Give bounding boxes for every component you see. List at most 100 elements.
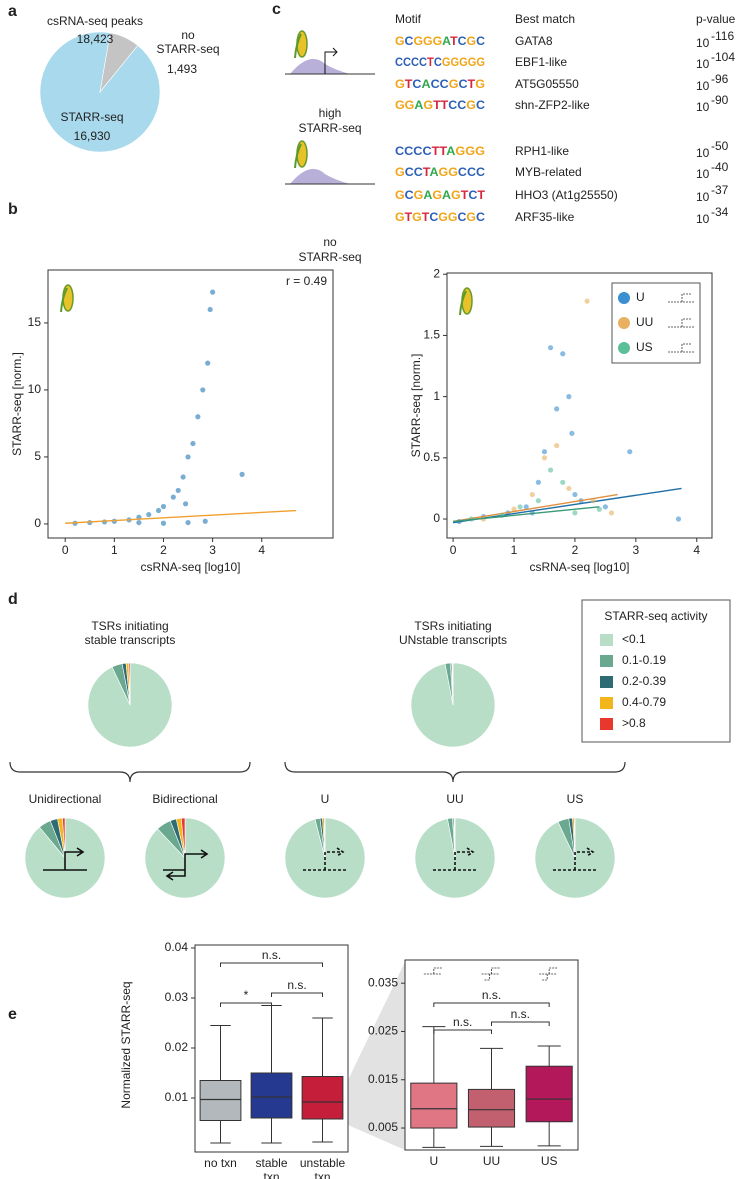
point [572,510,578,516]
sig-bracket [433,1002,550,1007]
tss-schematic [43,847,87,871]
pie-title: UU [446,792,463,806]
legend-label: 0.4-0.79 [622,695,666,709]
p-value-exponent: -34 [711,205,729,219]
legend-schematic [668,343,694,353]
y-tick-label: 1.5 [423,328,440,342]
legend-swatch [600,634,613,646]
x-tick-label: 3 [633,543,640,557]
legend-title: STARR-seq activity [604,609,707,623]
p-value-exponent: -90 [711,93,729,107]
p-value-base: 10 [696,190,710,204]
table-header: p-value [696,12,736,26]
pie-title: csRNA-seq peaks [47,14,143,28]
pie-title: Unidirectional [29,792,102,806]
p-value-exponent: -40 [711,160,729,174]
plot-frame [446,272,713,539]
point [541,455,548,461]
point [560,351,566,357]
group-label-top: high [319,106,342,120]
point [566,485,572,492]
point [560,479,566,485]
point [170,494,176,500]
x-tick-label: no txn [204,1156,237,1170]
tss-schematic [481,967,500,981]
y-tick-label: 15 [28,315,42,329]
peak-shape [290,168,350,184]
box [525,1065,573,1123]
sig-label: n.s. [482,988,501,1002]
sig-bracket [433,1029,492,1034]
legend-swatch [600,718,613,730]
legend-schematic [668,293,694,303]
slice-value: 1,493 [167,62,197,76]
tss-schematic [163,849,209,881]
point [182,501,189,507]
x-tick-label: stable txn [255,1156,287,1179]
legend-swatch [618,317,630,329]
point [675,516,682,522]
point [535,498,541,504]
y-tick-label: 0.005 [368,1120,398,1134]
sig-bracket [491,1021,550,1026]
point [547,345,554,351]
point [572,491,578,498]
sig-label: n.s. [262,948,281,962]
point [210,289,216,295]
box [199,1080,242,1121]
panel-label: d [8,591,18,608]
pie-slice [99,32,139,94]
point [239,471,245,477]
legend-swatch [600,697,613,709]
point [207,306,213,313]
x-tick-label: 2 [572,543,579,557]
tss-arrow [324,47,338,74]
maize-icon [296,140,308,168]
y-tick-label: 2 [433,266,440,280]
motif-logo: GCGAGAGTCT [395,188,486,202]
group-label-top: no [323,235,337,249]
y-tick-label: 5 [34,449,41,463]
y-tick-label: 0 [433,511,440,525]
maize-leaf [459,290,467,316]
point [511,506,517,512]
box [250,1072,293,1119]
p-value-exponent: -50 [711,139,729,153]
tss-schematic [553,847,597,871]
legend-label: 0.1-0.19 [622,653,666,667]
pie-slice [452,662,454,706]
pie-slice [62,817,66,859]
y-tick-label: 10 [28,382,42,396]
y-axis-label: STARR-seq [norm.] [409,354,423,458]
motif-logo: GTCACCGCTG [395,77,485,91]
slice-value: 16,930 [74,129,111,143]
sig-bracket [271,992,323,997]
point [175,487,181,494]
pie-title: TSRs initiating UNstable transcripts [399,619,507,647]
y-tick-label: 0.5 [423,450,440,464]
point [596,506,602,512]
pie-title: TSRs initiating stable transcripts [85,619,176,647]
point [205,360,211,366]
point [146,511,152,518]
point [160,520,167,526]
fit-line [452,493,618,523]
point [608,510,615,516]
point [523,504,529,510]
maize-icon [62,284,74,312]
plot-frame [47,269,334,539]
p-value-base: 10 [696,79,710,93]
slice-label: no STARR-seq [156,28,219,56]
maize-leaf [294,33,302,59]
point [185,519,191,526]
plot-frame [404,959,579,1151]
point [101,519,108,525]
y-tick-label: 0.035 [368,975,398,989]
x-tick-label: US [541,1154,558,1168]
y-tick-label: 0.02 [165,1040,189,1054]
bracket [284,761,626,783]
pie-slice [454,817,456,859]
p-value-base: 10 [696,167,710,181]
